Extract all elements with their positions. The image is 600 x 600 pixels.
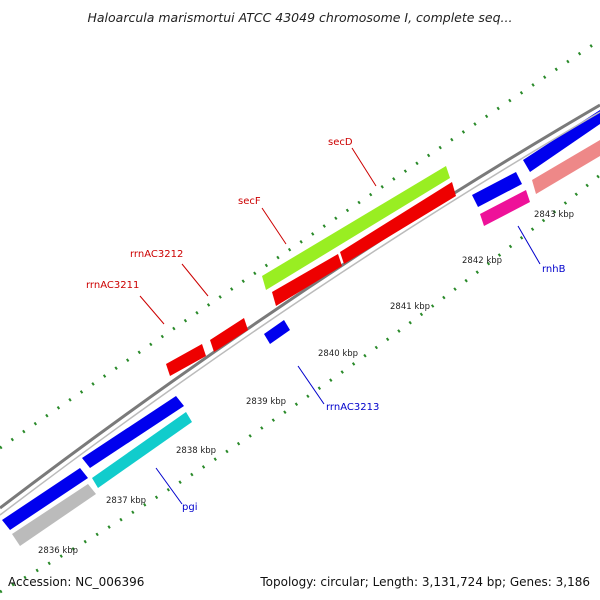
tick-label: 2841 kbp [390,302,430,312]
feature-secF [272,254,342,306]
feature-secD [262,166,450,290]
gene-label-rrnAC3212: rrnAC3212 [130,249,183,260]
feature-red-2 [210,318,248,352]
feature-blue-small [264,320,290,344]
feature-blue-2 [82,396,184,468]
feature-red-1 [166,344,206,376]
gene-label-secF: secF [238,196,261,207]
backbone [0,103,600,516]
tick-label: 2840 kbp [318,349,358,359]
gene-labels: secD secF rrnAC3212 rrnAC3211 rnhB rrnAC… [86,137,566,513]
tick-labels: 2836 kbp 2837 kbp 2838 kbp 2839 kbp 2840… [38,210,574,556]
feature-blue-1 [2,468,88,530]
gene-label-rrnAC3213: rrnAC3213 [326,402,379,413]
tick-label: 2838 kbp [176,446,216,456]
forward-strand-features [2,110,600,530]
tick-label: 2837 kbp [106,496,146,506]
gene-label-secD: secD [328,137,353,148]
feature-blue-rnhB [472,172,522,207]
feature-salmon [532,140,600,194]
reverse-strand-features [12,140,600,546]
tick-label: 2836 kbp [38,546,78,556]
tick-label: 2843 kbp [534,210,574,220]
feature-pgi [92,412,192,488]
feature-red-long [340,182,456,264]
callout-lines [139,147,541,505]
feature-gray [12,484,96,546]
gene-label-rrnAC3211: rrnAC3211 [86,280,139,291]
topology-label: Topology: circular; Length: 3,131,724 bp… [260,575,590,589]
feature-blue-3 [523,110,600,172]
tick-label: 2842 kbp [462,256,502,266]
accession-label: Accession: NC_006396 [8,575,145,589]
inner-tick-ring [0,173,600,594]
gene-label-pgi: pgi [182,502,197,513]
tick-label: 2839 kbp [246,397,286,407]
feature-magenta [480,190,530,226]
gene-label-rnhB: rnhB [542,264,566,275]
outer-tick-ring [0,38,600,450]
map-title: Haloarcula marismortui ATCC 43049 chromo… [87,10,513,25]
